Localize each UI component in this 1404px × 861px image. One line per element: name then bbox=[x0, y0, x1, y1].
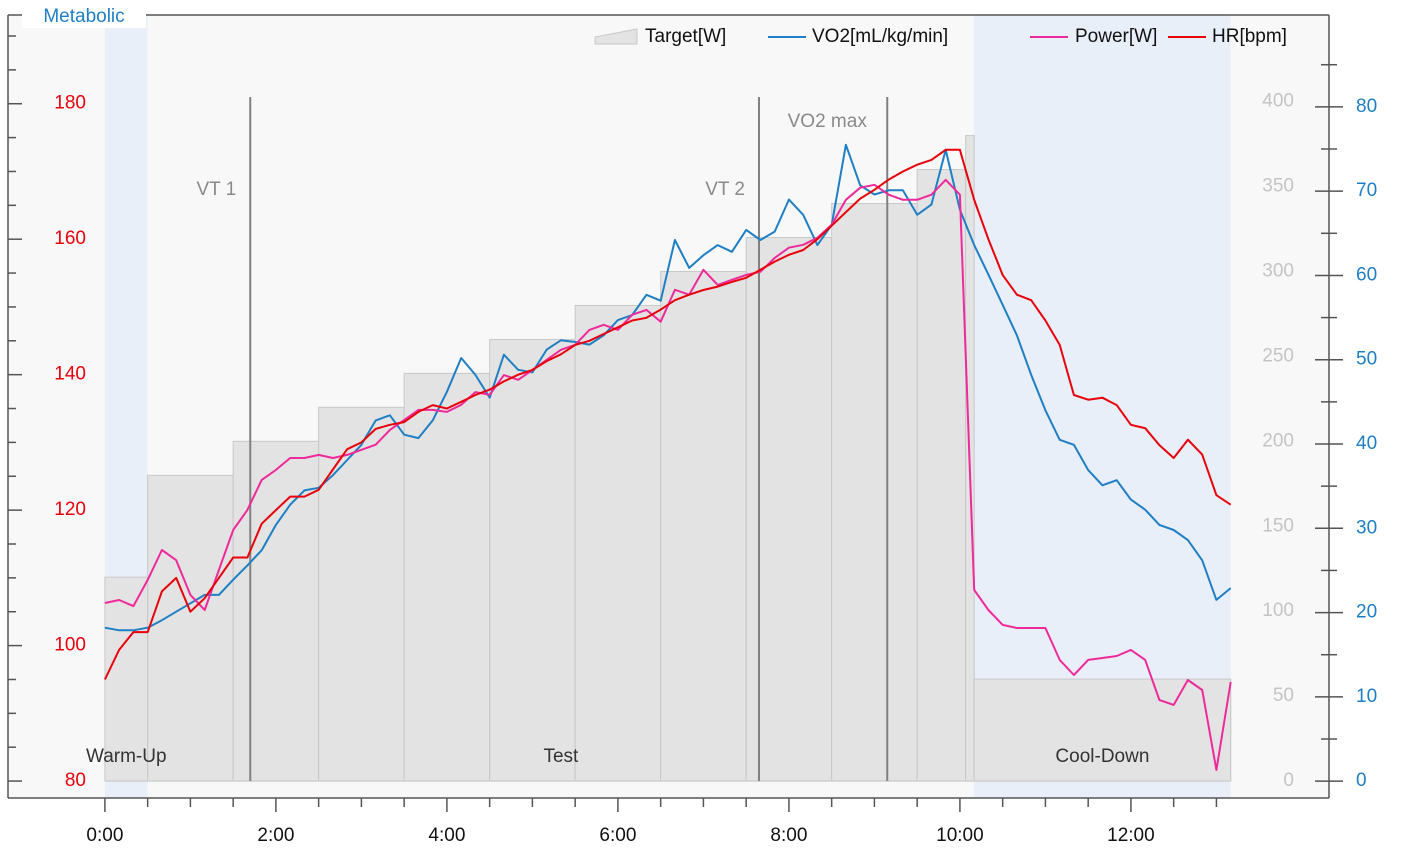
legend-label: VO2[mL/kg/min] bbox=[812, 26, 948, 47]
target-step bbox=[574, 304, 662, 782]
y-tick-label: 160 bbox=[54, 228, 86, 249]
marker-label: VT 1 bbox=[196, 179, 236, 200]
target-step bbox=[104, 576, 149, 782]
target-step bbox=[973, 678, 1232, 782]
x-tick-label: 4:00 bbox=[428, 825, 465, 846]
legend-label: Power[W] bbox=[1075, 26, 1157, 47]
legend-swatch bbox=[594, 28, 638, 45]
x-tick-label: 0:00 bbox=[86, 825, 123, 846]
y3-tick-label: 50 bbox=[1273, 685, 1294, 706]
y3-tick-label: 200 bbox=[1262, 430, 1294, 451]
phase-label: Cool-Down bbox=[1055, 746, 1149, 767]
y3-tick-label: 250 bbox=[1262, 345, 1294, 366]
x-tick-label: 12:00 bbox=[1107, 825, 1155, 846]
y3-tick-label: 400 bbox=[1262, 91, 1294, 112]
title-background bbox=[22, 4, 146, 28]
target-step bbox=[147, 474, 234, 782]
y2-tick-label: 0 bbox=[1356, 770, 1367, 791]
series-line bbox=[104, 143, 1232, 632]
phase-label: Test bbox=[543, 746, 579, 767]
y2-tick-label: 70 bbox=[1356, 180, 1377, 201]
y-tick-label: 100 bbox=[54, 635, 86, 656]
y-tick-label: 180 bbox=[54, 93, 86, 114]
y3-tick-label: 350 bbox=[1262, 176, 1294, 197]
y3-tick-label: 150 bbox=[1262, 515, 1294, 536]
y3-tick-label: 100 bbox=[1262, 600, 1294, 621]
y2-tick-label: 40 bbox=[1356, 433, 1377, 454]
target-step bbox=[403, 372, 491, 782]
y-tick-label: 140 bbox=[54, 364, 86, 385]
chart-title: Metabolic bbox=[43, 6, 124, 27]
y2-tick-label: 50 bbox=[1356, 349, 1377, 370]
target-step bbox=[916, 169, 967, 782]
target-step bbox=[489, 338, 576, 782]
y3-tick-label: 0 bbox=[1283, 770, 1294, 791]
phase-label: Warm-Up bbox=[86, 746, 167, 767]
series-line bbox=[103, 148, 1232, 680]
y2-tick-label: 20 bbox=[1356, 602, 1377, 623]
y2-tick-label: 80 bbox=[1356, 96, 1377, 117]
x-tick-label: 6:00 bbox=[599, 825, 636, 846]
x-tick-label: 8:00 bbox=[770, 825, 807, 846]
y-tick-label: 120 bbox=[54, 499, 86, 520]
y2-tick-label: 60 bbox=[1356, 264, 1377, 285]
target-step bbox=[745, 237, 833, 782]
target-step bbox=[660, 270, 747, 782]
target-step bbox=[232, 440, 320, 782]
legend-label: Target[W] bbox=[645, 26, 726, 47]
x-tick-label: 2:00 bbox=[257, 825, 294, 846]
target-step bbox=[318, 406, 405, 782]
x-tick-label: 10:00 bbox=[936, 825, 984, 846]
marker-label: VT 2 bbox=[705, 179, 745, 200]
phase-band bbox=[974, 15, 1231, 798]
y2-tick-label: 10 bbox=[1356, 686, 1377, 707]
y3-tick-label: 300 bbox=[1262, 260, 1294, 281]
target-step bbox=[831, 203, 918, 782]
marker-label: VO2 max bbox=[788, 111, 868, 132]
y-tick-label: 80 bbox=[65, 770, 86, 791]
legend-label: HR[bpm] bbox=[1212, 26, 1287, 47]
y2-tick-label: 30 bbox=[1356, 517, 1377, 538]
